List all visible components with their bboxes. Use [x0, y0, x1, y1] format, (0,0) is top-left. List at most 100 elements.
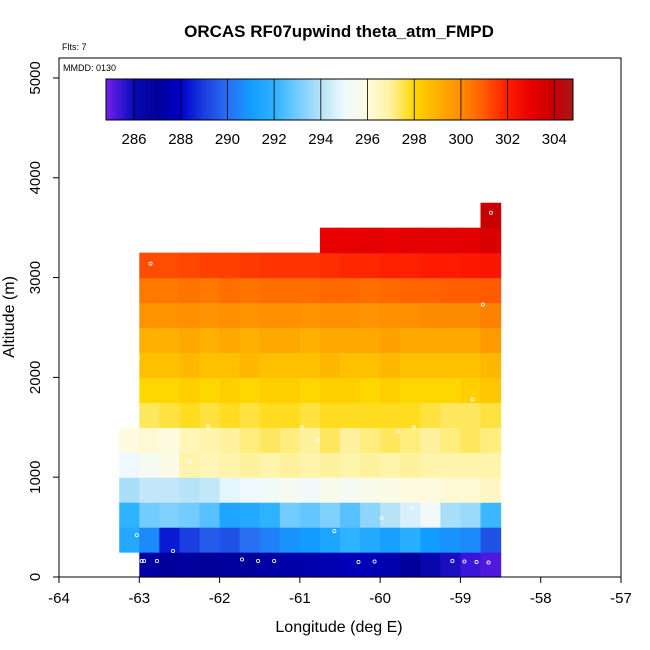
heatmap-cell [480, 302, 502, 329]
heatmap-cell [259, 277, 281, 304]
heatmap-cell [259, 352, 281, 378]
heatmap-cell [319, 302, 341, 329]
heatmap-cell [460, 552, 482, 578]
heatmap-cell [179, 277, 201, 304]
heatmap-cell [179, 352, 201, 378]
heatmap-cell [299, 477, 321, 503]
heatmap-cell [380, 377, 401, 403]
heatmap-cell [119, 527, 140, 553]
heatmap-cell [420, 552, 441, 578]
heatmap-cell [199, 552, 221, 578]
heatmap-cell [319, 502, 341, 528]
heatmap-cell [360, 327, 381, 354]
heatmap-cell [139, 277, 160, 304]
colorbar-tick-label: 300 [448, 131, 473, 148]
heatmap-cell [420, 327, 441, 354]
heatmap-cell [279, 352, 301, 378]
heatmap-cell [199, 302, 221, 329]
heatmap-cell [159, 502, 181, 528]
x-tick-label: -62 [209, 590, 231, 607]
observation-point [488, 210, 493, 215]
heatmap-cell [400, 552, 421, 578]
heatmap-cell [340, 402, 361, 428]
heatmap-cell [159, 252, 181, 279]
observation-point [134, 533, 139, 538]
heatmap-cell [279, 452, 301, 478]
heatmap-cell [400, 227, 421, 254]
heatmap-cell [179, 427, 201, 453]
observation-point [411, 425, 416, 430]
observation-point [372, 559, 377, 564]
heatmap-cell [400, 502, 421, 528]
y-tick-label: 0 [27, 573, 44, 581]
mmdd-label: MMDD: 0130 [63, 63, 116, 73]
heatmap-cell [380, 452, 401, 478]
observation-point [450, 559, 455, 564]
heatmap-cell [319, 452, 341, 478]
heatmap-cell [199, 252, 221, 279]
observation-point [256, 559, 261, 564]
heatmap-cell [460, 452, 482, 478]
heatmap-cell [480, 452, 502, 478]
heatmap-cell [199, 527, 221, 553]
heatmap-cell [440, 377, 462, 403]
heatmap-cell [239, 452, 261, 478]
heatmap-cell [400, 402, 421, 428]
heatmap-cell [360, 402, 381, 428]
heatmap-cell [219, 552, 241, 578]
heatmap-cell [319, 477, 341, 503]
heatmap-cell [159, 452, 181, 478]
heatmap-cell [440, 552, 462, 578]
x-axis-label: Longitude (deg E) [275, 619, 402, 636]
heatmap-cell [279, 552, 301, 578]
heatmap-cell [259, 402, 281, 428]
heatmap-cell [400, 377, 421, 403]
observation-point [470, 397, 475, 402]
x-axis: -64 -63 -62 -61 -60 -59 -58 -57 [48, 577, 632, 607]
heatmap-cell [179, 552, 201, 578]
heatmap-cell [460, 252, 482, 279]
heatmap-cell [259, 327, 281, 354]
heatmap-cell [239, 427, 261, 453]
observation-point [356, 560, 361, 565]
heatmap-cell [119, 427, 140, 453]
observation-point [480, 302, 485, 307]
observation-point [206, 424, 211, 429]
heatmap-cell [239, 552, 261, 578]
heatmap-cell [340, 352, 361, 378]
heatmap-cell [420, 277, 441, 304]
heatmap-cell [239, 302, 261, 329]
colorbar-tick-label: 302 [495, 131, 520, 148]
heatmap-cell [360, 552, 381, 578]
heatmap-cell [279, 377, 301, 403]
heatmap-cell [319, 552, 341, 578]
heatmap-cell [400, 252, 421, 279]
heatmap-cell [139, 427, 160, 453]
colorbar-tick-label: 286 [122, 131, 147, 148]
heatmap-cell [299, 377, 321, 403]
heatmap-cell [179, 252, 201, 279]
heatmap-cell [299, 427, 321, 453]
heatmap-cell [299, 277, 321, 304]
observation-point [486, 560, 491, 565]
heatmap-cell [259, 452, 281, 478]
observation-point [332, 529, 337, 534]
heatmap-cell [340, 452, 361, 478]
heatmap-cell [440, 327, 462, 354]
heatmap-cell [400, 452, 421, 478]
x-tick-label: -61 [289, 590, 311, 607]
heatmap-cell [360, 502, 381, 528]
heatmap-cell [380, 402, 401, 428]
colorbar-tick-label: 294 [308, 131, 333, 148]
heatmap-cell [219, 477, 241, 503]
heatmap-cell [219, 327, 241, 354]
heatmap-cell [159, 277, 181, 304]
heatmap-cell [480, 427, 502, 453]
colorbar-tick-label: 304 [542, 131, 567, 148]
heatmap-cell [480, 227, 502, 254]
heatmap-cell [480, 327, 502, 354]
heatmap-cell [119, 477, 140, 503]
heatmap-cell [199, 377, 221, 403]
y-tick-label: 2000 [27, 361, 44, 394]
heatmap-cell [460, 352, 482, 378]
